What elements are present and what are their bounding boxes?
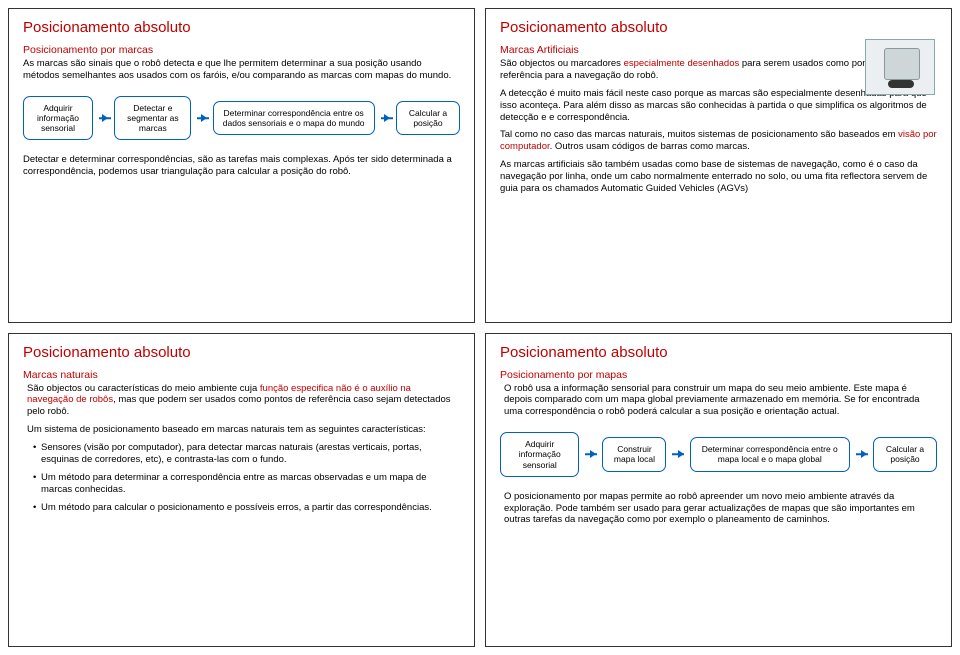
slide1-title: Posicionamento absoluto: [23, 19, 460, 36]
robot-image: [865, 39, 935, 95]
slide2-title: Posicionamento absoluto: [500, 19, 937, 36]
text: Tal como no caso das marcas naturais, mu…: [500, 129, 898, 140]
slide3-title: Posicionamento absoluto: [23, 344, 460, 361]
slide3-bullets: Sensores (visão por computador), para de…: [33, 442, 460, 513]
flow-box-calc: Calcular a posição: [873, 437, 937, 471]
flow-box-correspond: Determinar correspondência entre o mapa …: [690, 437, 850, 471]
arrow-icon: [585, 449, 596, 459]
arrow-icon: [856, 449, 867, 459]
arrow-icon: [381, 113, 390, 123]
text: . Outros usam códigos de barras como mar…: [550, 141, 750, 152]
slide4-subtitle: Posicionamento por mapas: [500, 369, 937, 381]
arrow-icon: [197, 113, 206, 123]
text: São objectos ou características do meio …: [27, 383, 260, 394]
flow-box-correspond: Determinar correspondência entre os dado…: [213, 101, 375, 135]
slide1-subtitle: Posicionamento por marcas: [23, 44, 460, 56]
flow-box-build: Construir mapa local: [602, 437, 666, 471]
bullet-correspondence: Um método para determinar a correspondên…: [33, 472, 460, 496]
bullet-calc: Um método para calcular o posicionamento…: [33, 502, 460, 514]
slide4-p1: O robô usa a informação sensorial para c…: [504, 383, 937, 419]
highlight: especialmente desenhados: [624, 58, 740, 69]
slide1-p2: Detectar e determinar correspondências, …: [23, 154, 460, 178]
slide-4: Posicionamento absoluto Posicionamento p…: [485, 333, 952, 648]
slide2-p3: Tal como no caso das marcas naturais, mu…: [500, 129, 937, 153]
slide4-title: Posicionamento absoluto: [500, 344, 937, 361]
slide1-flow: Adquirir informação sensorial Detectar e…: [23, 96, 460, 141]
slide1-p1: As marcas são sinais que o robô detecta …: [23, 58, 460, 82]
slide2-p4: As marcas artificiais são também usadas …: [500, 159, 937, 195]
slide-3: Posicionamento absoluto Marcas naturais …: [8, 333, 475, 648]
slide-1: Posicionamento absoluto Posicionamento p…: [8, 8, 475, 323]
bullet-sensors: Sensores (visão por computador), para de…: [33, 442, 460, 466]
arrow-icon: [99, 113, 108, 123]
flow-box-detect: Detectar e segmentar as marcas: [114, 96, 191, 141]
slide4-flow: Adquirir informação sensorial Construir …: [500, 432, 937, 477]
slide-2: Posicionamento absoluto Marcas Artificia…: [485, 8, 952, 323]
flow-box-acquire: Adquirir informação sensorial: [500, 432, 579, 477]
flow-box-acquire: Adquirir informação sensorial: [23, 96, 93, 141]
slide3-subtitle: Marcas naturais: [23, 369, 460, 381]
slide4-p2: O posicionamento por mapas permite ao ro…: [504, 491, 937, 527]
text: São objectos ou marcadores: [500, 58, 624, 69]
arrow-icon: [672, 449, 683, 459]
flow-box-calc: Calcular a posição: [396, 101, 460, 135]
slide3-p1: São objectos ou características do meio …: [27, 383, 460, 419]
slide3-p2: Um sistema de posicionamento baseado em …: [27, 424, 460, 436]
